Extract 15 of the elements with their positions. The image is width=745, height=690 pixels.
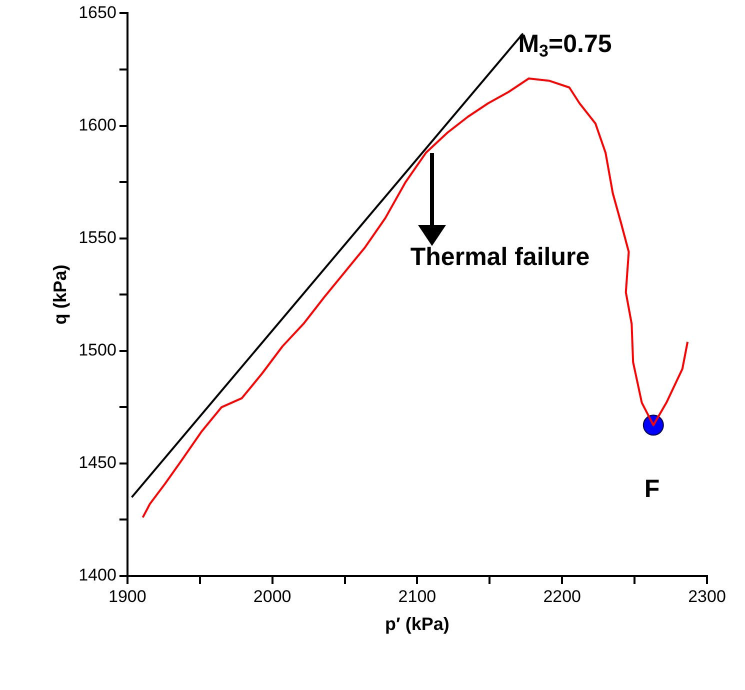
x-tick-label: 2100: [398, 586, 436, 606]
x-tick-label: 2300: [688, 586, 726, 606]
y-tick-label: 1600: [78, 115, 116, 134]
x-tick-label: 1900: [108, 586, 146, 606]
y-tick-label: 1500: [78, 340, 116, 360]
annotation: F: [644, 474, 660, 503]
x-axis-title: p′ (kPa): [385, 614, 450, 634]
y-tick-label: 1400: [78, 566, 116, 585]
x-tick-label: 2000: [253, 586, 292, 606]
y-axis-title: q (kPa): [50, 264, 70, 325]
y-tick-label: 1450: [78, 453, 116, 472]
annotation: Thermal failure: [410, 242, 590, 271]
x-tick-label: 2200: [543, 586, 582, 606]
y-tick-label: 1550: [78, 228, 116, 248]
y-tick-label: 1650: [78, 2, 116, 22]
